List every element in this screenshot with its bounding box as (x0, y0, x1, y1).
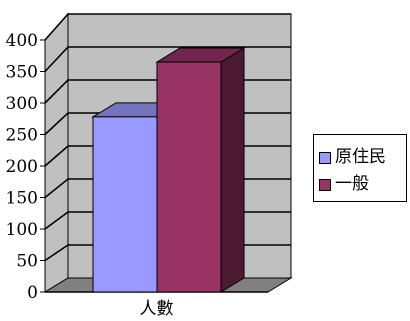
x-axis: 人數 (140, 299, 174, 319)
legend-swatch-series-2 (319, 178, 331, 191)
y-tick-label: 50 (16, 252, 38, 272)
gridline (44, 46, 291, 73)
legend: 原住民 一般 (313, 134, 407, 202)
y-tick-label: 150 (6, 189, 38, 209)
y-tick-label: 300 (6, 94, 38, 114)
side-wall (44, 12, 69, 293)
y-tick-label: 400 (6, 31, 38, 51)
legend-label-series-1: 原住民 (335, 147, 386, 167)
legend-item-series-1: 原住民 (319, 144, 406, 171)
x-tick-label: 人數 (140, 299, 174, 319)
legend-item-series-2: 一般 (319, 171, 406, 198)
gridline (44, 13, 291, 41)
y-tick-label: 0 (27, 283, 38, 303)
legend-label-series-2: 一般 (335, 174, 369, 194)
bar (156, 61, 222, 293)
bar-side (220, 47, 245, 293)
y-axis: 0 50 100 150 200 250 300 350 400 (6, 31, 46, 303)
y-tick-label: 100 (6, 220, 38, 240)
y-tick-label: 200 (6, 157, 38, 177)
y-tick-label: 250 (6, 126, 38, 146)
bar (92, 116, 158, 293)
y-tick-label: 350 (6, 63, 38, 83)
bars (91, 47, 246, 293)
legend-swatch-series-1 (319, 151, 331, 164)
